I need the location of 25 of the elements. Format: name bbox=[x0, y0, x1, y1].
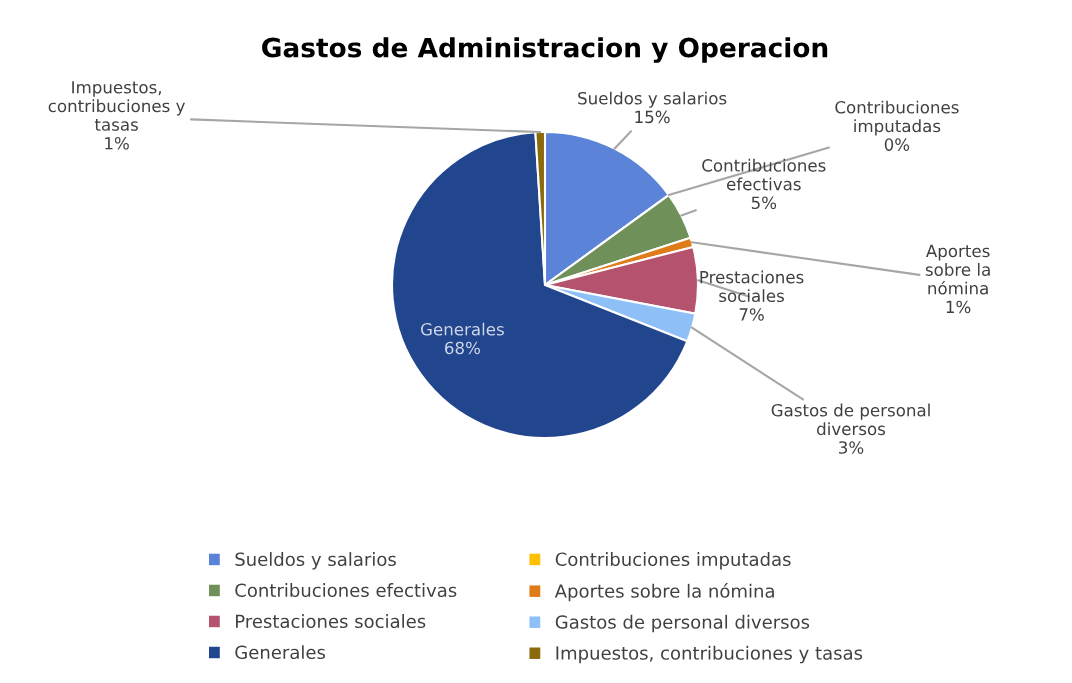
slice-label: Impuestos, contribuciones y tasas bbox=[48, 81, 185, 131]
legend-label: Contribuciones imputadas bbox=[555, 552, 791, 570]
slice-label: Generales bbox=[421, 322, 504, 336]
legend-label: Impuestos, contribuciones y tasas bbox=[556, 645, 863, 664]
data-label: 15% bbox=[635, 110, 670, 124]
chart-title: Gastos de Administracion y Operacion bbox=[262, 37, 828, 63]
legend-label: Aportes sobre la nómina bbox=[554, 583, 774, 602]
data-label: 5% bbox=[751, 196, 777, 210]
slice-label: Contribuciones efectivas bbox=[702, 158, 826, 191]
text: 0% bbox=[884, 138, 910, 151]
data-label: 68% bbox=[445, 341, 480, 355]
data-label: 7% bbox=[739, 308, 764, 321]
data-label: 1% bbox=[946, 300, 971, 314]
legend-label: Prestaciones sociales bbox=[236, 614, 426, 629]
data-label: 3% bbox=[839, 441, 864, 454]
slice-label: Gastos de personal diversos bbox=[771, 403, 930, 436]
data-label: 1% bbox=[105, 136, 129, 150]
legend-label: Gastos de personal diversos bbox=[555, 614, 810, 633]
legend-label: Sueldos y salarios bbox=[235, 552, 396, 570]
legend-label: Generales bbox=[235, 645, 326, 660]
slice-label: Prestaciones sociales bbox=[700, 270, 804, 303]
legend-label: Contribuciones efectivas bbox=[235, 583, 457, 598]
slice-label: Aportes sobre la nómina bbox=[925, 244, 990, 295]
slice-label: Sueldos y salarios bbox=[578, 91, 727, 108]
category-label: Contribuciones imputadas bbox=[835, 100, 959, 136]
